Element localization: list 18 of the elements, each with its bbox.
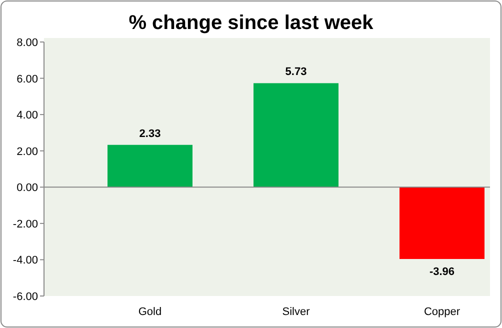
chart-title: % change since last week <box>128 12 374 34</box>
y-tick-label: -2.00 <box>12 218 38 230</box>
y-tick-label: 0.00 <box>16 182 38 194</box>
y-tick-label: 4.00 <box>16 110 38 122</box>
x-tick-label: Gold <box>138 306 162 318</box>
bar <box>400 187 484 259</box>
data-label: 2.33 <box>139 128 161 140</box>
y-tick-label: 2.00 <box>16 146 38 158</box>
y-tick-label: 8.00 <box>16 37 38 49</box>
x-tick-label: Copper <box>424 306 460 318</box>
bar <box>108 144 192 188</box>
y-tick-label: -6.00 <box>12 291 38 303</box>
y-tick-label: 6.00 <box>16 73 38 86</box>
data-label: -3.96 <box>429 266 455 278</box>
bar <box>254 83 338 188</box>
data-label: 5.73 <box>285 66 307 78</box>
x-tick-label: Silver <box>282 306 310 318</box>
y-tick-label: -4.00 <box>12 254 38 267</box>
